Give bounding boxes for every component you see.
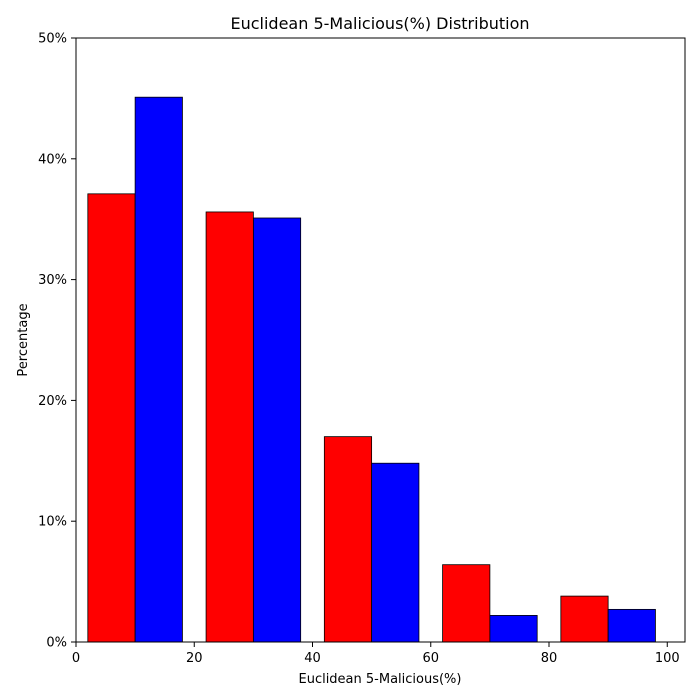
y-tick-label-1: 10% (38, 515, 67, 530)
bars-layer (87, 96, 656, 643)
plot-frame (75, 37, 686, 643)
x-tick-label-3: 60 (422, 651, 439, 666)
x-tick-label-2: 40 (304, 651, 321, 666)
bar-series-1-1 (252, 217, 302, 643)
x-tick-label-0: 0 (72, 651, 80, 666)
y-tick-label-0: 0% (46, 636, 67, 651)
y-tick-label-5: 50% (38, 32, 67, 47)
bar-series-1-2 (371, 462, 420, 643)
x-axis-label: Euclidean 5-Malicious(%) (298, 672, 461, 687)
bar-series-1-0 (134, 96, 183, 643)
x-tick-label-1: 20 (186, 651, 203, 666)
y-tick-label-4: 40% (38, 152, 67, 167)
x-tick-label-4: 80 (541, 651, 558, 666)
x-tick-label-5: 100 (655, 651, 680, 666)
bar-series-0-3 (442, 564, 491, 643)
y-tick-label-2: 20% (38, 394, 67, 409)
bar-series-0-0 (87, 193, 136, 643)
bar-series-0-2 (323, 436, 373, 643)
bar-series-1-3 (489, 615, 538, 643)
bar-series-0-1 (205, 211, 254, 643)
y-tick-label-3: 30% (38, 273, 67, 288)
bar-series-0-4 (560, 595, 609, 643)
chart-title: Euclidean 5-Malicious(%) Distribution (230, 14, 529, 33)
axes-layer: 0 20 40 60 80 100 0% 10% 20% 30% 40% 50% (38, 32, 686, 666)
bar-series-1-4 (607, 608, 656, 643)
y-axis-label: Percentage (16, 303, 31, 376)
